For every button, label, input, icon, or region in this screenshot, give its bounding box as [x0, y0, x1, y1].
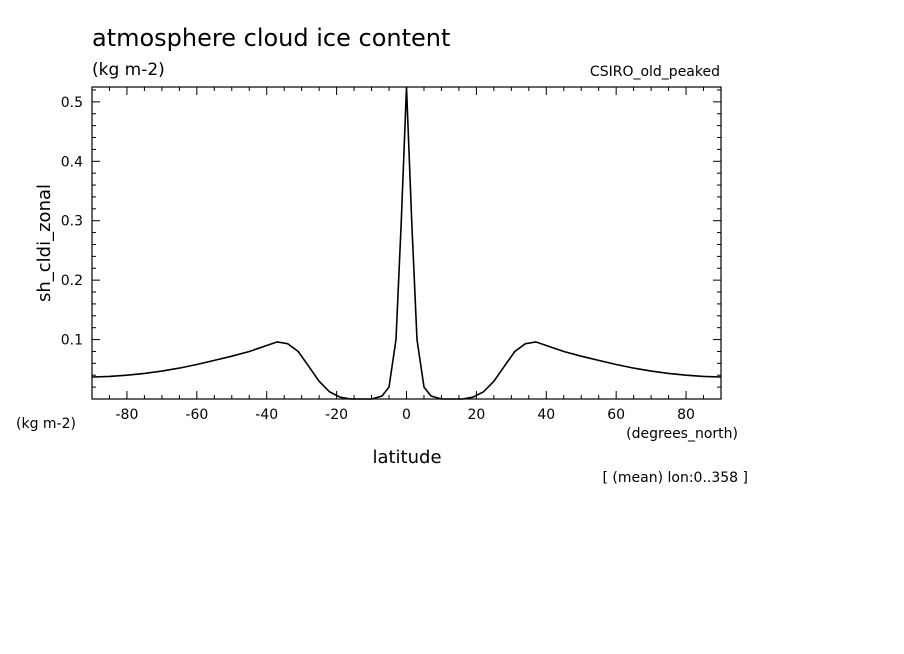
y-tick-labels: 0.1 0.2 0.3 0.4 0.5: [61, 95, 83, 349]
x-tick-label: -40: [255, 407, 278, 423]
x-tick-label: 0: [402, 407, 411, 423]
x-tick-label: 20: [467, 407, 485, 423]
y-axis-units: (kg m-2): [16, 416, 76, 432]
chart-title: atmosphere cloud ice content: [92, 24, 450, 52]
y-tick-label: 0.1: [61, 333, 83, 349]
plot-area: -80 -60 -40 -20 0 20 40 60 80 0.1 0.2 0.3 0.4 0.5: [61, 86, 722, 423]
model-label: CSIRO_old_peaked: [590, 64, 720, 80]
title-units: (kg m-2): [92, 60, 165, 80]
x-tick-label: 60: [607, 407, 625, 423]
plot-frame: [91, 86, 722, 400]
x-tick-label: -80: [116, 407, 139, 423]
x-tick-label: 40: [537, 407, 555, 423]
y-tick-label: 0.4: [61, 154, 83, 170]
x-tick-labels: -80 -60 -40 -20 0 20 40 60 80: [116, 407, 695, 423]
x-tick-label: -20: [325, 407, 348, 423]
x-tick-label: 80: [677, 407, 695, 423]
y-tick-label: 0.5: [61, 95, 83, 111]
x-axis-label: latitude: [372, 447, 441, 468]
x-axis-units: (degrees_north): [626, 426, 738, 442]
series-line: [91, 86, 722, 400]
footnote: [ (mean) lon:0..358 ]: [603, 470, 748, 486]
y-tick-label: 0.3: [61, 214, 83, 230]
y-axis-label: sh_cldi_zonal: [34, 184, 55, 302]
y-tick-label: 0.2: [61, 273, 83, 289]
x-tick-label: -60: [185, 407, 208, 423]
axis-ticks: [91, 87, 722, 399]
